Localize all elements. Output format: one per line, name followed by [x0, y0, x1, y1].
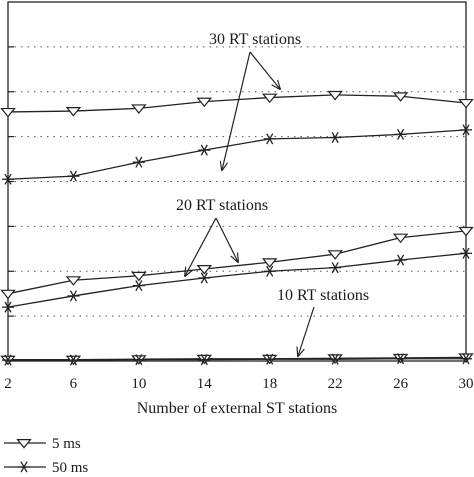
legend-label: 50 ms	[52, 460, 88, 476]
triangle-marker	[0, 289, 16, 300]
series-20-rt-stations-5-ms	[0, 226, 474, 300]
asterisk-marker	[394, 128, 407, 140]
asterisk-marker	[263, 133, 276, 145]
triangle-marker	[196, 97, 213, 108]
series-line	[7, 252, 467, 308]
triangle-marker	[196, 265, 213, 275]
series-line	[7, 129, 467, 180]
asterisk-marker	[198, 354, 211, 366]
asterisk-marker	[132, 156, 145, 168]
asterisk-marker	[2, 301, 14, 313]
triangle-marker	[392, 233, 409, 244]
x-tick-label: 6	[70, 376, 78, 392]
triangle-marker	[65, 276, 82, 286]
series-line	[7, 230, 467, 295]
annotation-arrow	[215, 217, 238, 262]
asterisk-marker	[329, 131, 342, 144]
series-line	[8, 358, 466, 361]
triangle-marker	[392, 92, 409, 102]
triangle-marker	[131, 271, 147, 282]
x-tick-label: 2	[4, 376, 12, 392]
annotation-arrow	[185, 217, 217, 276]
asterisk-marker	[460, 124, 472, 136]
asterisk-marker	[18, 461, 30, 473]
asterisk-marker	[263, 265, 276, 277]
triangle-marker	[65, 107, 82, 117]
asterisk-marker	[460, 353, 472, 365]
grid-lines	[8, 46, 466, 317]
asterisk-marker	[2, 354, 14, 366]
series-30-rt-stations-50-ms	[2, 124, 472, 185]
asterisk-marker	[67, 354, 80, 366]
asterisk-marker	[460, 247, 472, 259]
annotation-arrow	[249, 51, 280, 89]
asterisk-marker	[67, 170, 80, 182]
series-line	[7, 94, 467, 113]
triangle-marker	[327, 250, 343, 260]
annotations: 30 RT stations 20 RT stations 10 RT statio…	[176, 31, 369, 356]
annotation-arrow	[222, 51, 251, 170]
series-group	[0, 90, 474, 366]
triangle-marker	[458, 98, 474, 109]
x-tick-label: 30	[459, 376, 474, 392]
annotation-label: 30 RT stations	[209, 31, 301, 48]
x-tick-label: 14	[197, 376, 213, 392]
asterisk-marker	[263, 353, 276, 365]
annotation-arrow	[298, 306, 315, 356]
series-20-rt-stations-50-ms	[2, 247, 472, 313]
x-axis-title: Number of external ST stations	[137, 400, 338, 417]
asterisk-marker	[394, 254, 407, 266]
asterisk-marker	[198, 144, 211, 156]
asterisk-marker	[67, 290, 80, 302]
x-tick-labels: 2 6 10 14 18 22 26 30	[4, 376, 473, 392]
legend-entry: 50 ms	[4, 460, 88, 476]
triangle-marker	[131, 104, 147, 114]
x-tick-label: 22	[328, 376, 343, 392]
triangle-marker	[261, 93, 278, 104]
asterisk-marker	[394, 353, 407, 365]
triangle-marker	[0, 107, 16, 118]
annotation: 10 RT stations	[277, 287, 369, 356]
asterisk-marker	[329, 262, 342, 274]
asterisk-marker	[132, 280, 145, 292]
triangle-marker	[261, 258, 278, 268]
asterisk-marker	[132, 354, 145, 366]
triangle-marker	[16, 439, 32, 449]
annotation-label: 10 RT stations	[277, 287, 369, 304]
annotation: 20 RT stations	[176, 197, 268, 276]
annotation-label: 20 RT stations	[176, 197, 268, 214]
asterisk-marker	[198, 272, 211, 284]
x-tick-label: 10	[131, 376, 146, 392]
triangle-marker	[327, 90, 343, 101]
x-tick-label: 26	[393, 376, 409, 392]
triangle-marker	[458, 226, 474, 237]
legend-label: 5 ms	[52, 436, 81, 452]
series-30-rt-stations-5-ms	[0, 90, 474, 118]
series-10-rt-stations-50-ms	[2, 353, 472, 366]
asterisk-marker	[329, 353, 342, 365]
asterisk-marker	[2, 173, 14, 185]
legend: 5 ms 50 ms	[4, 436, 88, 476]
x-tick-label: 18	[262, 376, 277, 392]
annotation: 30 RT stations	[209, 31, 301, 170]
legend-entry: 5 ms	[4, 436, 81, 452]
